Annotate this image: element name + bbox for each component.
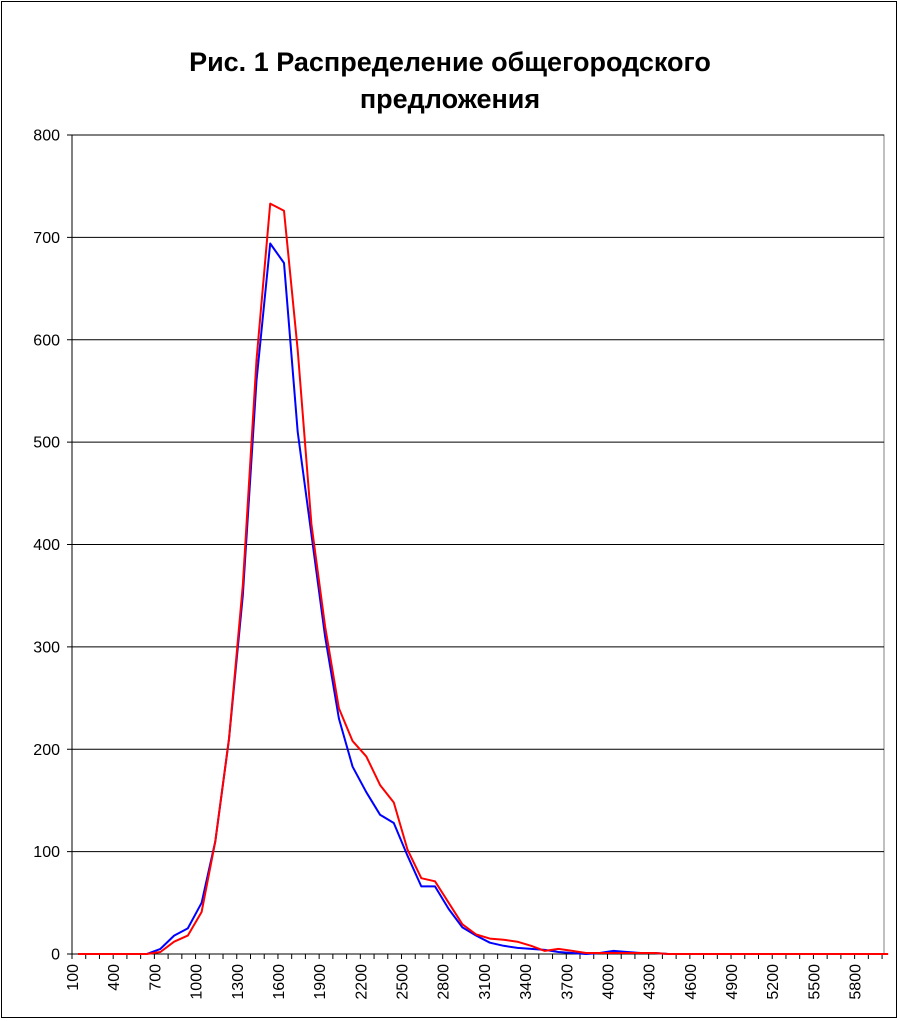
chart-title-line2: предложения — [359, 84, 541, 114]
x-tick-label: 2800 — [436, 964, 453, 1000]
y-tick-label: 200 — [33, 742, 60, 759]
y-tick-label: 500 — [33, 435, 60, 452]
chart-title: Рис. 1 Распределение общегородского пред… — [0, 44, 900, 118]
series-line-2 — [78, 202, 889, 955]
x-tick-label: 4000 — [600, 964, 617, 1000]
x-tick-label: 5800 — [848, 964, 865, 1000]
x-tick-label: 400 — [106, 964, 123, 991]
x-tick-label: 2500 — [395, 964, 412, 1000]
x-tick-label: 100 — [65, 964, 82, 991]
y-tick-label: 100 — [33, 844, 60, 861]
x-tick-label: 3700 — [559, 964, 576, 1000]
x-tick-label: 3100 — [477, 964, 494, 1000]
x-tick-label: 4300 — [642, 964, 659, 1000]
x-tick-label: 5500 — [806, 964, 823, 1000]
x-tick-label: 5200 — [765, 964, 782, 1000]
y-tick-label: 800 — [33, 128, 60, 145]
y-tick-label: 600 — [33, 332, 60, 349]
y-tick-label: 400 — [33, 537, 60, 554]
x-tick-label: 1900 — [312, 964, 329, 1000]
y-tick-label: 700 — [33, 230, 60, 247]
chart-title-line1: Рис. 1 Распределение общегородского — [189, 47, 711, 77]
x-tick-label: 4900 — [724, 964, 741, 1000]
x-tick-label: 2200 — [353, 964, 370, 1000]
x-tick-label: 3400 — [518, 964, 535, 1000]
x-tick-label: 1600 — [271, 964, 288, 1000]
x-tick-label: 4600 — [683, 964, 700, 1000]
y-tick-label: 300 — [33, 639, 60, 656]
x-tick-label: 700 — [147, 964, 164, 991]
x-tick-label: 1300 — [230, 964, 247, 1000]
y-tick-label: 0 — [51, 947, 60, 964]
x-tick-label: 1000 — [189, 964, 206, 1000]
